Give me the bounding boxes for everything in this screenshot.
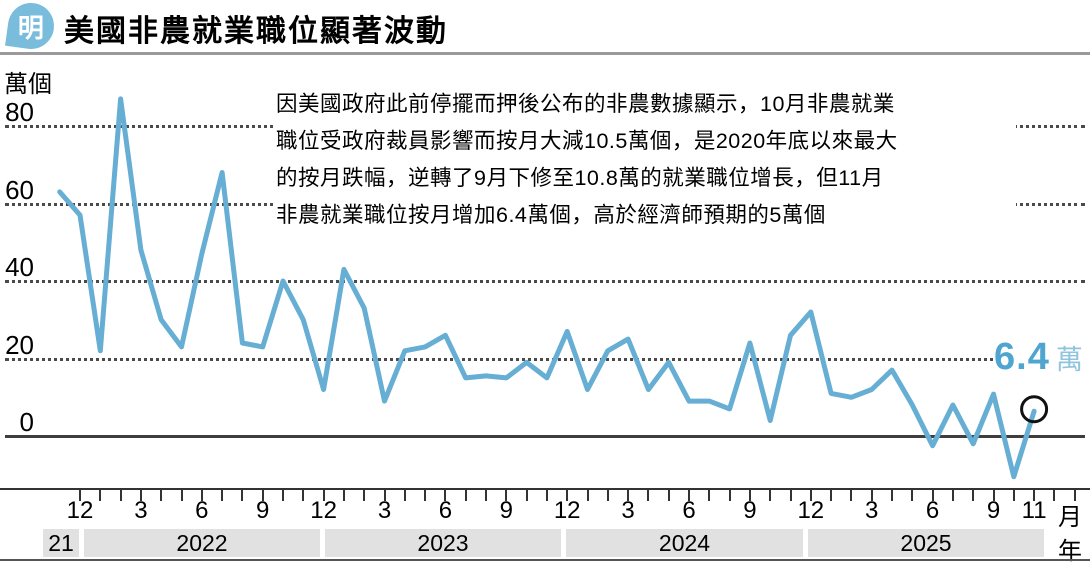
- latest-value-unit: 萬: [1055, 345, 1083, 375]
- month-tick: [383, 488, 386, 501]
- latest-value-number: 6.4: [994, 336, 1050, 378]
- year-band-2025: 2025: [808, 529, 1044, 557]
- month-tick-label: 11: [1021, 497, 1047, 524]
- gridline-20: [5, 357, 1085, 361]
- month-tick: [830, 488, 833, 501]
- month-tick: [667, 488, 670, 501]
- annotation-line: 非農就業職位按月增加6.4萬個，高於經濟師預期的5萬個: [276, 203, 826, 227]
- month-tick-label: 9: [986, 497, 1001, 524]
- month-tick: [688, 488, 690, 501]
- month-tick: [992, 488, 995, 501]
- month-tick: [728, 488, 731, 501]
- month-tick: [789, 488, 792, 501]
- month-tick: [647, 488, 650, 501]
- month-tick: [769, 488, 772, 501]
- y-tick-label: 80: [5, 97, 34, 127]
- month-tick: [99, 488, 102, 501]
- month-tick: [627, 488, 630, 501]
- month-tick-label: 12: [66, 497, 94, 524]
- month-tick: [525, 488, 528, 501]
- x-axis-ruler: [0, 488, 1090, 490]
- month-tick: [424, 488, 427, 501]
- month-tick: [870, 488, 873, 501]
- month-tick: [221, 488, 224, 501]
- month-tick: [342, 488, 345, 501]
- zero-baseline: [5, 435, 1085, 438]
- month-tick: [972, 488, 975, 501]
- month-tick-label: 6: [195, 497, 209, 524]
- latest-value-label: 6.4 萬: [994, 336, 1087, 379]
- month-tick: [241, 488, 244, 501]
- month-tick: [911, 488, 914, 501]
- gridline-40: [5, 280, 1085, 283]
- month-tick: [708, 488, 711, 501]
- month-tick: [79, 488, 81, 501]
- month-tick: [748, 488, 751, 501]
- month-tick-label: 12: [797, 497, 825, 524]
- month-tick: [1012, 488, 1015, 501]
- annotation-line: 職位受政府裁員影響而按月大減10.5萬個，是2020年底以來最大: [276, 129, 898, 153]
- month-tick: [485, 488, 487, 501]
- month-tick-label: 3: [134, 497, 148, 524]
- month-tick: [139, 488, 142, 501]
- month-tick: [891, 488, 893, 501]
- y-axis-unit-label: 萬個: [4, 71, 52, 98]
- month-tick: [505, 488, 508, 501]
- month-tick: [586, 488, 589, 501]
- month-tick-label: 9: [499, 497, 513, 524]
- month-tick: [403, 488, 406, 501]
- month-tick: [1033, 488, 1036, 501]
- year-band-21: 21: [43, 529, 79, 557]
- month-tick-label: 6: [925, 497, 940, 524]
- last-point-highlight-circle: [1020, 395, 1049, 424]
- month-suffix-label: 月: [1058, 504, 1082, 531]
- annotation-line: 的按月跌幅，逆轉了9月下修至10.8萬的就業職位增長，但11月: [276, 166, 884, 190]
- month-tick-label: 6: [682, 497, 696, 524]
- month-tick: [282, 488, 284, 501]
- y-tick-label: 40: [5, 252, 34, 282]
- month-tick: [545, 488, 548, 501]
- month-tick: [160, 488, 163, 501]
- year-band-2024: 2024: [566, 529, 803, 557]
- month-tick: [200, 488, 203, 501]
- month-tick: [606, 488, 609, 501]
- title-divider: [0, 52, 1090, 55]
- month-tick: [444, 488, 447, 501]
- month-tick: [302, 488, 305, 501]
- year-band-2023: 2023: [325, 529, 561, 557]
- month-tick: [951, 488, 954, 501]
- month-tick: [850, 488, 853, 501]
- month-tick: [180, 488, 183, 501]
- y-tick-label: 20: [5, 329, 34, 360]
- year-band-2022: 2022: [84, 529, 320, 557]
- month-tick: [931, 488, 934, 501]
- month-tick: [363, 488, 366, 501]
- month-tick: [566, 488, 569, 501]
- month-tick-label: 12: [310, 497, 337, 524]
- month-tick-label: 6: [438, 497, 453, 524]
- month-tick-label: 12: [553, 497, 581, 524]
- month-tick-label: 3: [377, 497, 392, 524]
- bottom-divider: [0, 559, 1090, 561]
- y-tick-label: 0: [19, 407, 34, 437]
- mingpao-logo: 明: [5, 0, 57, 52]
- month-tick: [464, 488, 467, 501]
- month-tick-label: 3: [621, 497, 635, 524]
- month-tick: [322, 488, 325, 501]
- month-tick-label: 3: [865, 497, 879, 524]
- page-title: 美國非農就業職位顯著波動: [64, 15, 448, 48]
- annotation-line: 因美國政府此前停擺而押後公布的非農數據顯示，10月非農就業: [276, 92, 895, 116]
- month-tick: [261, 488, 264, 501]
- y-tick-label: 60: [5, 174, 34, 205]
- month-tick-label: 9: [256, 497, 270, 524]
- month-tick: [1073, 488, 1076, 501]
- month-tick: [1053, 488, 1056, 501]
- month-tick-label: 9: [743, 497, 757, 524]
- month-tick: [119, 488, 122, 501]
- month-tick: [809, 488, 812, 501]
- mingpao-logo-character: 明: [17, 12, 45, 43]
- chart-annotation: 因美國政府此前停擺而押後公布的非農數據顯示，10月非農就業 職位受政府裁員影響而…: [276, 86, 1016, 234]
